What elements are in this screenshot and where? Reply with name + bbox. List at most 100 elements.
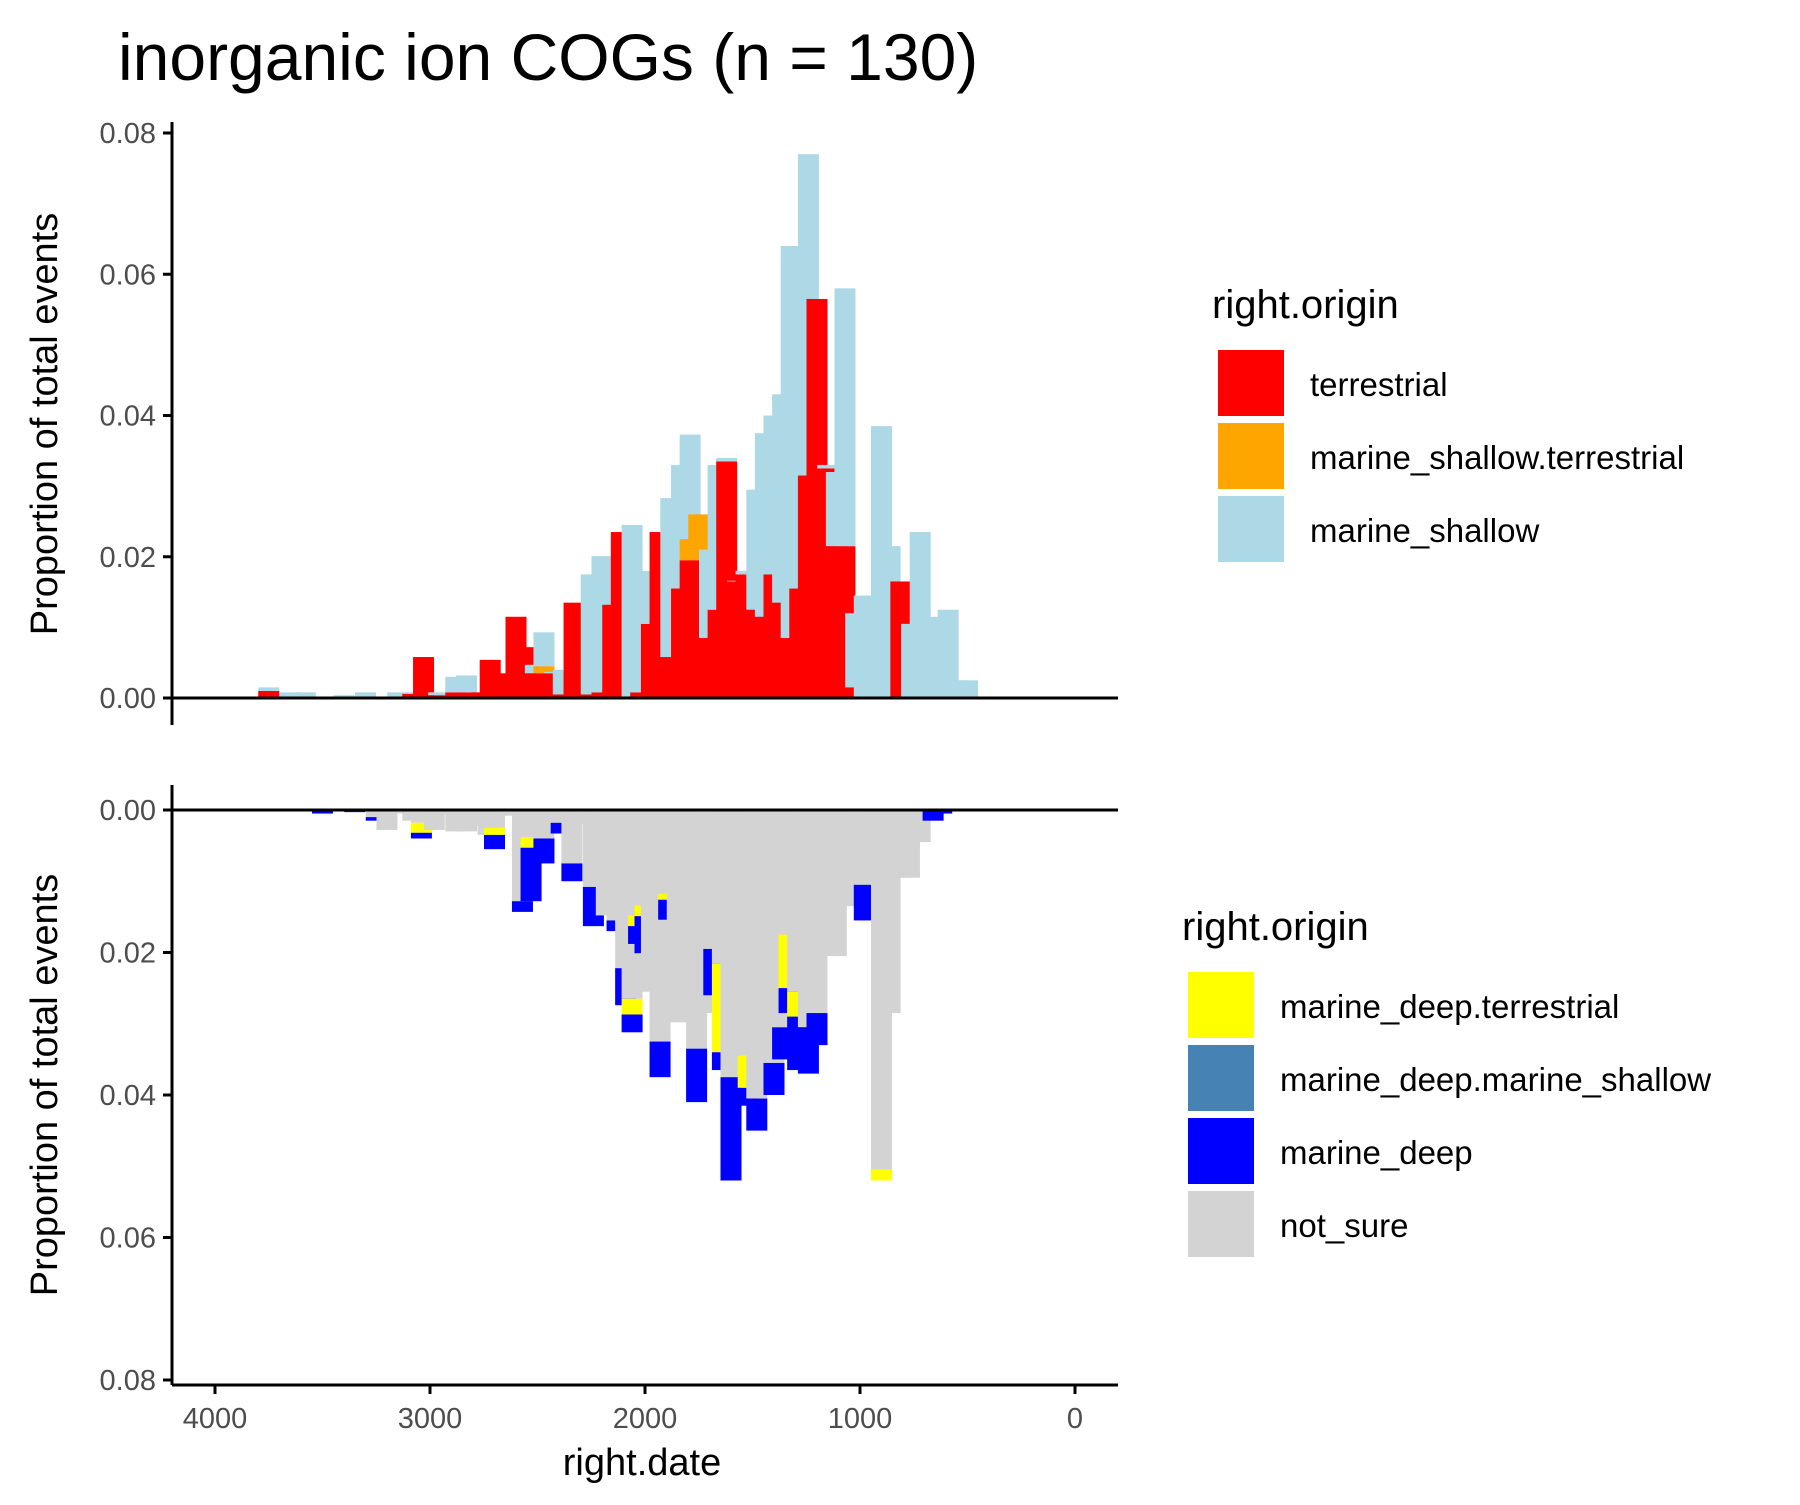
bar-marine-deep-terrestrial-3040	[410, 822, 432, 833]
bar-marine-deep-terrestrial-2530	[520, 837, 542, 848]
bar-terrestrial-2020	[630, 692, 652, 698]
bar-marine-shallow-1150	[817, 464, 839, 469]
bar-marine-shallow-3750	[258, 687, 280, 691]
bar-marine-deep-terrestrial-900	[871, 1169, 892, 1181]
bar-marine-deep-terrestrial-2060	[621, 998, 643, 1015]
bar-marine-shallow-terrestrial-1750	[688, 514, 710, 561]
top-y-tick-label-2: 0.04	[100, 401, 156, 433]
bar-marine-deep-1930	[649, 1041, 671, 1078]
bar-marine-deep-terrestrial-2700	[484, 827, 505, 835]
bar-terrestrial-2330	[563, 602, 585, 698]
legend-top: right.origin terrestrial marine_shallow.…	[1212, 283, 1684, 562]
bar-marine-shallow-3580	[294, 692, 316, 698]
x-tick-label-4: 0	[1067, 1403, 1083, 1435]
bar-marine-deep-1480	[746, 1098, 768, 1131]
bar-marine-shallow-1790	[679, 434, 701, 540]
bar-terrestrial-2880	[445, 692, 467, 698]
legend-top-title: right.origin	[1212, 283, 1399, 327]
bar-terrestrial-3030	[413, 657, 435, 698]
bar-marine-shallow-3150	[387, 692, 409, 698]
bar-terrestrial-2830	[456, 692, 478, 698]
bottom-bar-620	[931, 810, 953, 814]
bar-not-sure-2940	[432, 810, 454, 814]
bottom-bar-660	[922, 810, 944, 821]
top-y-tick-label-1: 0.02	[100, 542, 156, 574]
bar-marine-shallow-3080	[402, 692, 424, 694]
legend-swatch-marine-deep	[1188, 1118, 1254, 1184]
top-bar-3150	[387, 692, 409, 698]
bar-marine-deep-1400	[763, 1062, 785, 1095]
bar-marine-shallow-3400	[333, 695, 355, 697]
bottom-bar-3150	[387, 810, 409, 814]
legend-bottom-title: right.origin	[1182, 905, 1369, 949]
bar-not-sure-3150	[387, 810, 409, 814]
bottom-y-tick-label-0: 0.00	[100, 795, 156, 827]
top-bar-2330	[563, 602, 585, 698]
bar-marine-deep-660	[922, 810, 944, 821]
top-bar-500	[957, 680, 978, 698]
bar-marine-deep-2470	[533, 838, 555, 864]
bar-marine-deep-3040	[410, 832, 432, 839]
bar-marine-shallow-500	[957, 680, 978, 698]
bar-marine-deep-980	[853, 884, 875, 921]
x-tick-label-0: 4000	[183, 1403, 248, 1435]
bottom-bar-3500	[312, 810, 333, 814]
bar-marine-shallow-1070	[834, 288, 856, 547]
bar-not-sure-2700	[484, 810, 505, 828]
bar-not-sure-2470	[533, 810, 555, 839]
legend-label-marine-deep: marine_deep	[1280, 1134, 1473, 1171]
bar-marine-deep-620	[931, 810, 953, 814]
bottom-y-tick-label-3: 0.06	[100, 1223, 156, 1255]
legend-swatch-marine-deep-marine-shallow	[1188, 1045, 1254, 1111]
y-axis-title-top: Proportion of total events	[24, 213, 66, 635]
top-bar-3650	[279, 692, 301, 698]
legend-swatch-marine-deep-terrestrial	[1188, 972, 1254, 1038]
legend-swatch-not-sure	[1188, 1191, 1254, 1257]
top-bar-2830	[456, 675, 478, 698]
legend-swatch-marine-shallow-terrestrial	[1218, 423, 1284, 489]
bar-marine-deep-2390	[550, 822, 572, 834]
bar-marine-deep-1200	[806, 1013, 828, 1046]
legend-label-not-sure: not_sure	[1280, 1207, 1408, 1244]
bar-marine-deep-2700	[484, 834, 505, 850]
bottom-bar-2940	[432, 810, 454, 814]
top-plot: 0.00 0.02 0.04 0.06 0.08	[100, 118, 1118, 725]
bottom-bar-2470	[533, 810, 555, 864]
legend-label-marine-shallow: marine_shallow	[1310, 512, 1539, 549]
bottom-y-tick-label-2: 0.04	[100, 1080, 156, 1112]
bar-terrestrial-3080	[402, 693, 424, 698]
bar-terrestrial-2380	[552, 694, 574, 698]
bar-marine-deep-2340	[561, 863, 583, 882]
bar-marine-deep-3500	[312, 810, 333, 814]
top-bar-590	[937, 609, 959, 698]
bottom-bar-3250	[365, 810, 387, 821]
legend-label-marine-deep-terrestrial: marine_deep.terrestrial	[1280, 988, 1619, 1025]
bar-not-sure-2980	[423, 810, 445, 830]
bar-marine-deep-1600	[720, 1077, 742, 1181]
top-bar-3030	[413, 657, 435, 698]
top-y-tick-label-4: 0.08	[100, 118, 156, 150]
bar-marine-deep-1760	[686, 1048, 708, 1103]
bottom-bar-2700	[484, 810, 505, 850]
x-axis-title: right.date	[563, 1442, 721, 1484]
bar-marine-shallow-590	[937, 609, 959, 698]
bar-terrestrial-2200	[591, 692, 613, 698]
bar-terrestrial-3750	[258, 690, 280, 698]
bar-not-sure-3200	[376, 810, 398, 830]
top-y-tick-label-0: 0.00	[100, 683, 156, 715]
bar-marine-shallow-1530	[735, 570, 757, 575]
bar-marine-shallow-2470	[533, 632, 555, 667]
bar-marine-deep-2570	[511, 901, 533, 912]
x-axis-ticks: 4000 3000 2000 1000 0	[183, 1385, 1083, 1435]
x-tick-label-1: 3000	[398, 1403, 463, 1435]
legend-swatch-marine-shallow	[1218, 496, 1284, 562]
bar-terrestrial-2250	[580, 694, 602, 698]
top-bar-3080	[402, 692, 424, 698]
bottom-y-tick-label-1: 0.02	[100, 938, 156, 970]
bar-marine-shallow-2960	[428, 692, 450, 696]
bottom-plot: 0.00 0.02 0.04 0.06 0.08	[100, 785, 1118, 1397]
legend-label-marine-deep-marine-shallow: marine_deep.marine_shallow	[1280, 1061, 1711, 1098]
y-axis-title-bottom: Proportion of total events	[24, 874, 66, 1296]
